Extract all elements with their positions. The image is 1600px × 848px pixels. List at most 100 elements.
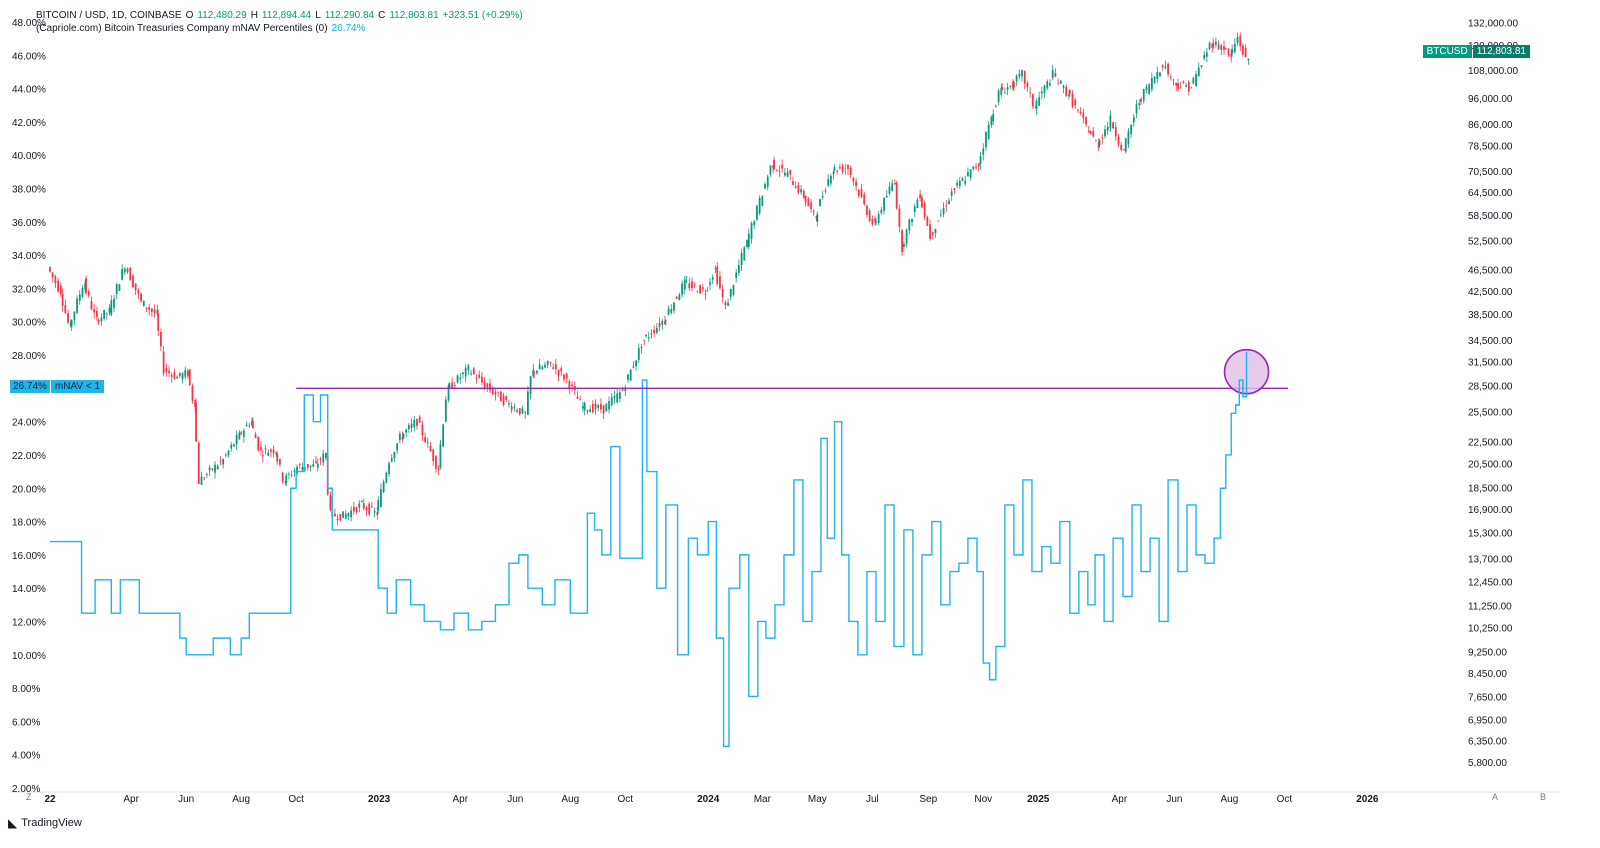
price-candle-body xyxy=(997,90,1000,102)
price-candle-body xyxy=(233,444,235,447)
chart-legend: BITCOIN / USD, 1D, COINBASE O 112,480.29 … xyxy=(36,9,523,35)
price-candle-body xyxy=(118,284,121,291)
price-candle-body xyxy=(807,198,810,207)
price-candle-body xyxy=(544,364,546,368)
price-candle-body xyxy=(827,179,830,186)
price-candle-body xyxy=(1049,83,1051,86)
price-candle-body xyxy=(923,203,926,218)
price-candle-body xyxy=(911,219,913,223)
corner-label-b[interactable]: B xyxy=(1540,792,1547,802)
corner-label-a[interactable]: A xyxy=(1492,792,1499,802)
price-candle-body xyxy=(301,466,304,471)
price-candle-body xyxy=(758,197,761,213)
price-candle-body xyxy=(472,368,475,374)
price-candle-body xyxy=(967,172,969,177)
price-candle-body xyxy=(1179,87,1182,89)
right-axis-tick-label: 12,450.00 xyxy=(1468,577,1513,588)
right-axis-tick-label: 7,650.00 xyxy=(1468,693,1507,704)
price-candle-body xyxy=(664,320,667,322)
indicator-tag: 26.74% mNAV < 1 xyxy=(10,380,105,393)
right-axis-tick-label: 6,950.00 xyxy=(1468,715,1507,726)
price-candle-body xyxy=(1150,78,1153,90)
price-candle-body xyxy=(1156,71,1159,79)
price-candle-body xyxy=(290,474,293,476)
left-axis-tick-label: 44.00% xyxy=(12,85,46,96)
price-candle-body xyxy=(1187,81,1190,92)
right-axis-tick-label: 64,500.00 xyxy=(1468,188,1513,199)
price-candle-body xyxy=(895,182,898,209)
x-axis-tick-label: May xyxy=(808,794,827,805)
price-candle-body xyxy=(396,443,399,451)
price-candle-body xyxy=(1120,144,1123,151)
right-axis-tick-label: 22,500.00 xyxy=(1468,437,1513,448)
price-candle-body xyxy=(740,253,743,266)
price-candle-body xyxy=(1034,107,1037,109)
price-candle-body xyxy=(248,425,251,427)
corner-label-left[interactable]: Z xyxy=(26,792,32,802)
right-axis-tick-label: 25,500.00 xyxy=(1468,408,1513,419)
price-candle-body xyxy=(448,383,451,389)
x-axis-tick-label: Nov xyxy=(974,794,992,805)
price-candle-body xyxy=(1046,81,1049,89)
price-candle-body xyxy=(64,305,67,313)
price-candle-body xyxy=(390,458,393,462)
price-candle-body xyxy=(402,433,405,439)
x-axis-tick-label: 2026 xyxy=(1356,794,1379,805)
price-candle-body xyxy=(640,346,643,349)
price-candle-body xyxy=(200,476,203,485)
x-axis-tick-label: Aug xyxy=(232,794,250,805)
price-candle-body xyxy=(832,171,835,175)
symbol-title[interactable]: BITCOIN / USD, 1D, COINBASE xyxy=(36,10,182,21)
price-candle-body xyxy=(54,276,57,284)
left-axis-tick-label: 8.00% xyxy=(12,684,40,695)
price-candle-body xyxy=(129,267,132,281)
price-candle-body xyxy=(227,450,230,456)
price-candle-body xyxy=(1023,71,1026,84)
close-label: C xyxy=(378,10,386,21)
close-value: 112,803.81 xyxy=(389,10,439,21)
price-candle-body xyxy=(950,191,953,196)
price-candle-body xyxy=(716,266,719,284)
price-candle-body xyxy=(650,333,653,335)
indicator-title[interactable]: (Capriole.com) Bitcoin Treasuries Compan… xyxy=(36,23,328,34)
price-candle-body xyxy=(982,148,985,155)
price-candle-body xyxy=(645,335,647,337)
price-candle-body xyxy=(844,168,847,170)
price-candle-body xyxy=(1051,69,1054,78)
price-candle-body xyxy=(188,369,191,386)
price-tag-symbol: BTCUSD xyxy=(1422,45,1472,58)
price-candle-body xyxy=(1159,72,1161,77)
price-candle-body xyxy=(857,189,860,196)
price-candle-body xyxy=(238,432,241,440)
x-axis-tick-label: Aug xyxy=(561,794,579,805)
price-candle-body xyxy=(594,403,597,410)
price-candle-body xyxy=(442,424,445,447)
price-candle-body xyxy=(552,367,555,369)
price-candle-body xyxy=(1145,86,1148,91)
price-candle-body xyxy=(439,444,442,468)
mnav-percentile-line-tail xyxy=(1235,351,1248,406)
tradingview-logo[interactable]: ◣ TradingView xyxy=(8,816,82,830)
price-candle-body xyxy=(93,309,96,313)
price-candle-body xyxy=(132,275,134,288)
price-candle-body xyxy=(1190,87,1193,89)
price-candle-body xyxy=(557,369,560,376)
price-candle-body xyxy=(451,382,454,389)
mnav-percentile-line[interactable] xyxy=(50,351,1248,748)
left-axis-tick-label: 18.00% xyxy=(12,518,46,529)
price-candle-body xyxy=(1101,137,1104,139)
price-candle-body xyxy=(126,268,129,273)
price-candle-body xyxy=(309,465,312,467)
right-axis-tick-label: 5,800.00 xyxy=(1468,758,1507,769)
x-axis-tick-label: Apr xyxy=(123,794,139,805)
price-candle-body xyxy=(786,171,789,177)
price-candle-body xyxy=(868,210,871,221)
price-candle-body xyxy=(658,322,661,327)
price-candle-body xyxy=(1203,55,1206,59)
price-candle-body xyxy=(926,216,929,226)
price-candle-body xyxy=(863,194,866,204)
price-candle-body xyxy=(100,317,103,322)
price-candle-body xyxy=(1006,87,1009,90)
price-candle-body xyxy=(1231,49,1234,54)
